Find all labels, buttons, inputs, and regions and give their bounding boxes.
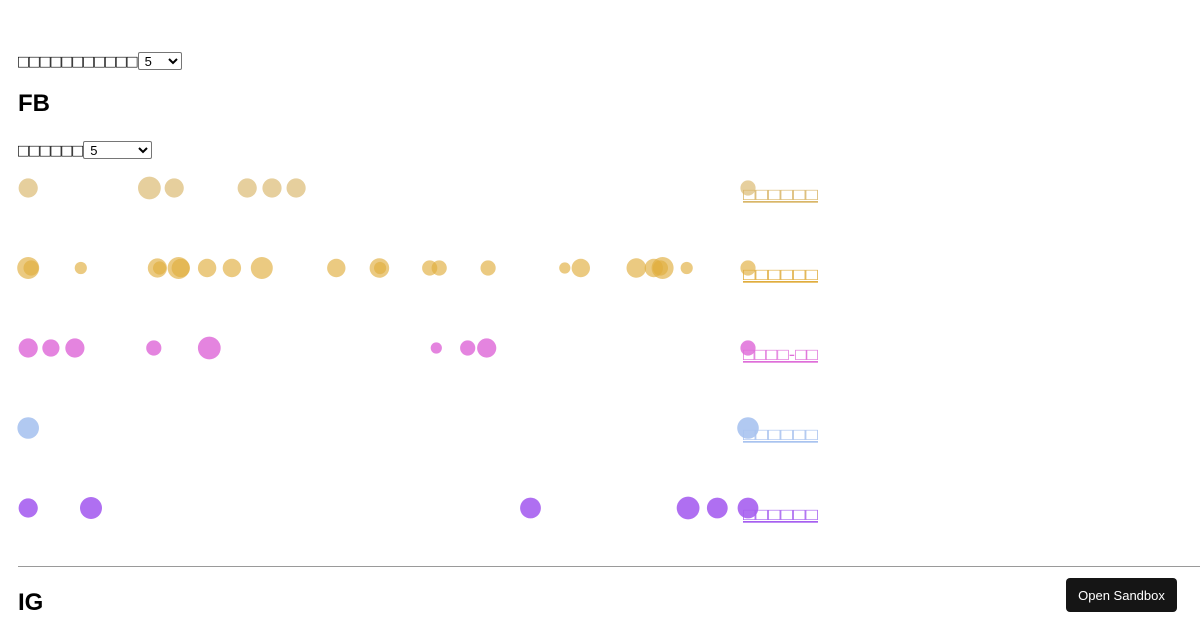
bubble-point[interactable] — [737, 417, 759, 439]
bubble-point[interactable] — [676, 496, 700, 520]
bubble-row-2: □□□□□□ — [17, 257, 818, 284]
bubble-point[interactable] — [480, 260, 496, 276]
bubble-point[interactable] — [737, 497, 759, 519]
bubble-point[interactable] — [740, 260, 756, 276]
row-label-link[interactable]: □□□□□□ — [743, 425, 818, 444]
row-label-link[interactable]: □□□□-□□ — [743, 345, 818, 364]
top-filter-label: □□□□□□□□□□□ — [18, 51, 138, 72]
row-label[interactable]: □□□□□□ — [743, 425, 818, 444]
bubble-point[interactable] — [374, 261, 387, 275]
fb-filter-select[interactable]: 5 — [83, 141, 153, 160]
row-label[interactable]: □□□□□□ — [743, 265, 818, 284]
row-label[interactable]: □□□□-□□ — [743, 345, 818, 364]
bubble-row-1: □□□□□□ — [18, 176, 818, 204]
bubble-point[interactable] — [164, 178, 184, 198]
row-label-link[interactable]: □□□□□□ — [743, 505, 818, 524]
bubble-point[interactable] — [740, 340, 756, 356]
bubble-point[interactable] — [18, 338, 38, 358]
fb-section-title: FB — [18, 90, 50, 117]
open-sandbox-button[interactable]: Open Sandbox — [1066, 578, 1177, 612]
bubble-point[interactable] — [153, 261, 167, 275]
bubble-point[interactable] — [706, 497, 728, 519]
bubble-point[interactable] — [80, 497, 102, 519]
bubble-point[interactable] — [237, 178, 257, 198]
bubble-row-4: □□□□□□ — [17, 417, 818, 444]
bubble-point[interactable] — [171, 258, 190, 278]
bubble-point[interactable] — [74, 261, 87, 275]
bubble-point[interactable] — [18, 178, 38, 198]
bubble-point[interactable] — [146, 340, 162, 356]
bubble-point[interactable] — [430, 342, 442, 354]
ig-section-title: IG — [18, 589, 44, 616]
bubble-point[interactable] — [431, 260, 447, 276]
top-filter-select[interactable]: 5 — [137, 52, 182, 71]
bubble-point[interactable] — [477, 338, 497, 358]
bubble-row-5: □□□□□□ — [18, 496, 818, 524]
bubble-point[interactable] — [740, 180, 756, 196]
bubble-point[interactable] — [65, 338, 85, 358]
row-label[interactable]: □□□□□□ — [743, 505, 818, 524]
bubble-point[interactable] — [652, 260, 669, 276]
row-label-link[interactable]: □□□□□□ — [743, 185, 818, 204]
fb-filter-row: □□□□□□ 5 — [18, 139, 153, 161]
bubble-point[interactable] — [138, 176, 161, 200]
bubble-point[interactable] — [626, 258, 647, 278]
fb-filter-label: □□□□□□ — [18, 140, 84, 161]
bubble-point[interactable] — [23, 260, 39, 276]
bubble-point[interactable] — [197, 258, 217, 278]
bubble-point[interactable] — [18, 498, 38, 518]
bubble-point[interactable] — [559, 262, 571, 274]
row-label-link[interactable]: □□□□□□ — [743, 265, 818, 284]
bubble-point[interactable] — [571, 258, 590, 278]
bubble-point[interactable] — [222, 258, 242, 278]
section-divider — [18, 566, 1200, 567]
bubble-point[interactable] — [680, 261, 693, 275]
bubble-point[interactable] — [327, 258, 346, 278]
bubble-point[interactable] — [520, 497, 541, 519]
bubble-point[interactable] — [17, 417, 39, 439]
bubble-point[interactable] — [250, 257, 273, 279]
bubble-point[interactable] — [197, 336, 221, 360]
bubble-point[interactable] — [42, 339, 60, 357]
bubble-point[interactable] — [286, 178, 306, 198]
row-label[interactable]: □□□□□□ — [743, 185, 818, 204]
bubble-chart: □□□□□□ □□□□□□ □□□□-□□ □□□□□□ □□□□□□ — [17, 176, 818, 524]
bubble-point[interactable] — [262, 178, 282, 198]
bubble-row-3: □□□□-□□ — [18, 336, 818, 364]
bubble-point[interactable] — [460, 340, 476, 356]
top-filter-row: □□□□□□□□□□□ 5 — [18, 50, 182, 71]
